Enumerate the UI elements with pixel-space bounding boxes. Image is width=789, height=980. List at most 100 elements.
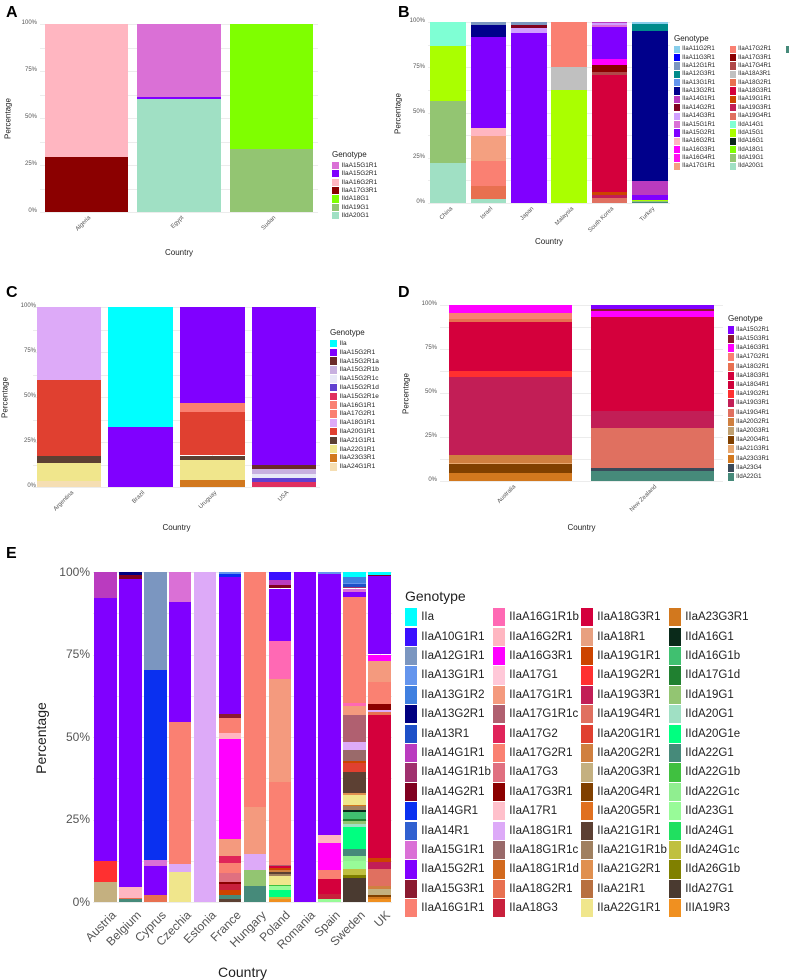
bar-segment [229, 24, 314, 150]
legend-item: IIaA17G1R1 [674, 162, 715, 170]
minor-gridline [93, 613, 392, 614]
legend-swatch [405, 608, 417, 627]
bar-segment [343, 818, 366, 822]
legend-label: IIaA18A3R1 [738, 71, 771, 78]
legend-swatch [330, 357, 337, 366]
bar-segment [168, 572, 192, 602]
legend-swatch [669, 627, 681, 646]
legend-swatch [728, 390, 734, 399]
legend-label: IIdA20G1 [738, 163, 764, 170]
bar-segment [343, 572, 366, 577]
bar-segment [511, 22, 547, 25]
major-gridline [33, 307, 320, 308]
major-gridline [40, 212, 318, 213]
legend-swatch [493, 646, 505, 666]
bar-segment [449, 464, 573, 473]
bar-segment [368, 681, 391, 704]
legend-item: IIaA16G2R1 [332, 178, 377, 186]
legend-label: IIaA18G2R1 [509, 882, 573, 895]
legend-swatch [493, 666, 505, 685]
legend-item: IIaA13G1R1 [405, 666, 484, 685]
legend-label: IIaA17G1R1 [509, 688, 573, 701]
bar-segment [318, 870, 341, 879]
legend-item: IIaA17G3R1 [493, 782, 572, 802]
bar-segment [218, 572, 242, 574]
bar-segment [343, 877, 366, 902]
bar-segment [168, 722, 192, 865]
legend-swatch [674, 45, 680, 54]
bar-segment [243, 572, 267, 808]
legend-item: IIaA15G1R1 [332, 161, 378, 170]
legend-swatch [330, 374, 337, 383]
bar-segment [36, 379, 102, 457]
legend-swatch [581, 743, 593, 763]
legend-item: IIaA17G1 [493, 666, 558, 685]
legend-swatch [405, 627, 417, 646]
legend-item: IIdA24G1c [669, 840, 740, 860]
bar-segment [368, 862, 391, 869]
legend-label: IIaA17R1 [509, 805, 558, 818]
legend-swatch [581, 724, 593, 743]
minor-gridline [33, 329, 320, 330]
bar-segment [591, 197, 628, 203]
legend-item: IIaA16G4R1 [674, 154, 715, 162]
y-tick-label: 0% [27, 483, 36, 490]
legend-label: IIaA20G1R1 [597, 727, 661, 740]
legend-label: IIaA15G1R1 [341, 161, 378, 169]
legend-item: IIaA12G1R1 [674, 62, 715, 70]
legend-label: IIaA21G2R1 [597, 863, 661, 876]
x-tick-label: Brazil [131, 490, 147, 505]
legend-item: IIaA17G4R1 [730, 62, 771, 70]
legend-swatch [330, 454, 337, 462]
legend-swatch [581, 685, 593, 705]
legend-swatch [674, 154, 680, 162]
minor-gridline [440, 327, 723, 328]
bar-segment [551, 22, 587, 68]
minor-gridline [440, 415, 723, 416]
bar-segment [591, 64, 628, 72]
bar-segment [168, 601, 192, 723]
legend-label: IIaA19G4R1 [738, 113, 772, 120]
legend-swatch [330, 383, 337, 392]
y-tick-label: 100% [21, 20, 37, 27]
bar-segment [591, 25, 628, 28]
legend-item: IIaA18G3R1 [730, 87, 771, 95]
legend-swatch [728, 426, 734, 436]
legend-label: IIdA16G1b [685, 650, 741, 663]
bar-segment [343, 586, 366, 589]
legend-swatch [728, 325, 734, 334]
legend-item: IIaA12G1R1 [405, 646, 484, 666]
legend-item: IIaA21R1 [581, 879, 645, 899]
bar-segment [430, 163, 466, 203]
bar-segment [268, 875, 292, 885]
legend-label: IIdA15G1 [738, 129, 764, 136]
legend-swatch [330, 392, 337, 401]
legend-swatch [674, 112, 680, 120]
bar-segment [591, 27, 628, 60]
bar-segment [137, 99, 221, 212]
legend-label: IIaA16G4R1 [682, 154, 716, 161]
bar-segment [590, 411, 714, 429]
legend-label: IIaA24G1R1 [339, 463, 376, 471]
legend-item: IIaA22G1R1 [581, 899, 660, 918]
bar-segment [119, 898, 142, 902]
legend-swatch [669, 646, 681, 666]
y-tick-label: 25% [23, 438, 36, 445]
legend-swatch [728, 408, 734, 417]
bar-segment [449, 472, 573, 481]
bar-segment [368, 575, 391, 655]
legend-label: IIdA22G1 [685, 747, 734, 760]
bar-segment [144, 859, 167, 867]
bar-segment [368, 886, 391, 889]
minor-gridline [428, 180, 670, 181]
major-gridline [93, 654, 392, 656]
major-gridline [93, 737, 392, 738]
legend-item: IIdA20G1 [669, 705, 734, 724]
legend-item: IIaA15G1R1 [674, 120, 715, 129]
legend-item: IIaA13G2R1 [674, 87, 715, 95]
legend-label: IIaA16G3R1 [682, 146, 716, 153]
legend-label: IIaA23G3R1 [736, 455, 770, 462]
legend-item: IIaA20G4R1 [581, 782, 660, 802]
legend-swatch [674, 162, 680, 170]
bar-segment [470, 160, 507, 186]
